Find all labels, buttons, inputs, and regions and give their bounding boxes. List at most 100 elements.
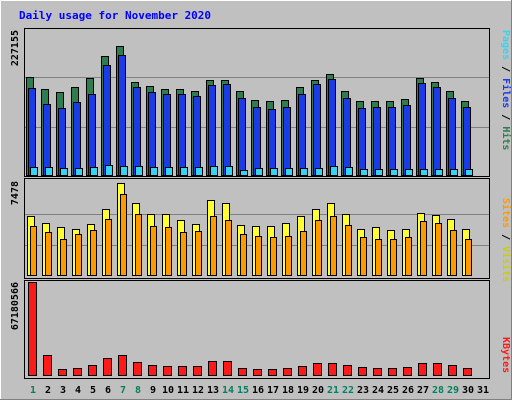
visits-sites-bar (165, 227, 172, 276)
kbytes-kbytes-bar (253, 369, 262, 376)
day-label: 4 (75, 385, 81, 396)
legend-sep-1: / (500, 60, 511, 78)
kbytes-max-label: 67180566 (10, 282, 21, 330)
hits-pages-bar (465, 169, 473, 176)
visits-sites-bar (375, 239, 382, 276)
hits-pages-bar (330, 166, 338, 176)
legend-visits: Visits (500, 246, 512, 282)
hits-pages-bar (45, 167, 53, 176)
hits-pages-bar (210, 166, 218, 176)
visits-sites-bar (210, 216, 217, 276)
hits-files-bar (238, 98, 246, 176)
kbytes-panel-legend: KBytes (500, 337, 511, 373)
visits-sites-bar (255, 236, 262, 276)
kbytes-kbytes-bar (133, 362, 142, 376)
day-label: 24 (372, 385, 384, 396)
day-label: 3 (60, 385, 66, 396)
kbytes-kbytes-bar (358, 367, 367, 376)
kbytes-kbytes-bar (283, 368, 292, 376)
visits-sites-bar (240, 234, 247, 276)
hits-pages-bar (285, 168, 293, 176)
kbytes-kbytes-bar (73, 368, 82, 376)
kbytes-kbytes-bar (28, 282, 37, 376)
visits-max-label: 7478 (10, 181, 21, 205)
kbytes-kbytes-bar (433, 363, 442, 376)
legend-pages: Pages (500, 30, 511, 60)
hits-files-bar (148, 92, 156, 176)
hits-max-label: 227155 (10, 30, 21, 66)
legend-sep-3: / (500, 228, 511, 246)
hits-files-bar (388, 107, 396, 176)
hits-pages-bar (435, 169, 443, 176)
day-label: 21 (327, 385, 339, 396)
kbytes-kbytes-bar (418, 363, 427, 376)
hits-files-bar (403, 105, 411, 176)
visits-sites-bar (225, 220, 232, 276)
legend-sites: Sites (500, 198, 512, 228)
hits-files-bar (343, 98, 351, 176)
day-label: 2 (45, 385, 51, 396)
kbytes-kbytes-bar (163, 366, 172, 376)
visits-sites-bar (285, 236, 292, 276)
hits-pages-bar (390, 169, 398, 176)
day-label: 15 (237, 385, 249, 396)
kbytes-kbytes-bar (448, 365, 457, 376)
day-label: 1 (30, 385, 36, 396)
visits-sites-bar (135, 214, 142, 276)
bars (26, 46, 473, 376)
kbytes-kbytes-bar (148, 365, 157, 376)
hits-pages-bar (90, 167, 98, 176)
hits-files-bar (43, 104, 51, 176)
kbytes-kbytes-bar (193, 366, 202, 376)
visits-sites-bar (75, 234, 82, 276)
hits-files-bar (118, 55, 126, 176)
day-label: 22 (342, 385, 354, 396)
hits-files-bar (463, 107, 471, 176)
visits-sites-bar (435, 223, 442, 276)
kbytes-kbytes-bar (403, 367, 412, 376)
hits-files-bar (208, 85, 216, 176)
visits-sites-bar (105, 219, 112, 276)
visits-sites-bar (420, 221, 427, 276)
hits-files-bar (253, 107, 261, 176)
hits-files-bar (223, 84, 231, 176)
hits-files-bar (358, 108, 366, 176)
day-label: 9 (150, 385, 156, 396)
visits-sites-bar (45, 232, 52, 276)
day-labels: 1 2 3 4 5 6 7 8 9 10 11 12 13 14 15 16 17 18 19 20 21 22 23 24 2… (30, 385, 489, 396)
kbytes-kbytes-bar (238, 368, 247, 376)
hits-files-bar (268, 109, 276, 176)
day-label: 25 (387, 385, 399, 396)
kbytes-kbytes-bar (313, 363, 322, 376)
kbytes-kbytes-bar (103, 358, 112, 376)
hits-pages-bar (180, 167, 188, 176)
kbytes-kbytes-bar (208, 361, 217, 376)
hits-files-bar (163, 94, 171, 176)
visits-panel-legend: Sites / Visits (500, 198, 512, 282)
day-label: 5 (90, 385, 96, 396)
hits-pages-bar (300, 168, 308, 176)
hits-pages-bar (105, 165, 113, 176)
day-label: 23 (357, 385, 369, 396)
hits-pages-bar (405, 169, 413, 176)
hits-pages-bar (30, 167, 38, 176)
kbytes-kbytes-bar (58, 369, 67, 376)
hits-pages-bar (270, 168, 278, 176)
visits-sites-bar (345, 225, 352, 276)
visits-sites-bar (270, 237, 277, 276)
visits-sites-bar (450, 230, 457, 276)
hits-pages-bar (195, 167, 203, 176)
day-label: 19 (297, 385, 309, 396)
kbytes-kbytes-bar (88, 365, 97, 376)
kbytes-kbytes-bar (298, 366, 307, 376)
visits-sites-bar (405, 237, 412, 276)
visits-sites-bar (300, 231, 307, 276)
hits-pages-bar (150, 167, 158, 176)
hits-files-bar (313, 84, 321, 176)
day-label: 6 (105, 385, 111, 396)
hits-pages-bar (135, 166, 143, 176)
visits-sites-bar (60, 239, 67, 276)
hits-pages-bar (240, 170, 248, 176)
visits-sites-bar (120, 194, 127, 276)
